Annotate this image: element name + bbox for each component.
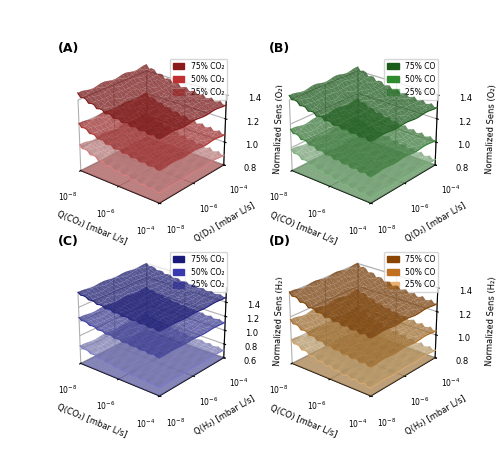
Legend: 75% CO₂, 50% CO₂, 25% CO₂: 75% CO₂, 50% CO₂, 25% CO₂	[170, 59, 227, 100]
X-axis label: Q(CO) [mbar L/s]: Q(CO) [mbar L/s]	[268, 403, 338, 439]
Y-axis label: Q(H₂) [mbar L/s]: Q(H₂) [mbar L/s]	[193, 394, 256, 437]
Text: (B): (B)	[269, 42, 290, 55]
Text: (A): (A)	[58, 42, 79, 55]
Text: (D): (D)	[269, 235, 291, 248]
Legend: 75% CO₂, 50% CO₂, 25% CO₂: 75% CO₂, 50% CO₂, 25% CO₂	[170, 252, 227, 292]
Y-axis label: Q(D₂) [mbar L/s]: Q(D₂) [mbar L/s]	[404, 201, 468, 244]
Legend: 75% CO, 50% CO, 25% CO: 75% CO, 50% CO, 25% CO	[384, 252, 438, 292]
X-axis label: Q(CO₂) [mbar L/s]: Q(CO₂) [mbar L/s]	[56, 210, 128, 247]
Y-axis label: Q(D₂) [mbar L/s]: Q(D₂) [mbar L/s]	[192, 201, 256, 244]
X-axis label: Q(CO) [mbar L/s]: Q(CO) [mbar L/s]	[268, 211, 338, 246]
Text: (C): (C)	[58, 235, 78, 248]
X-axis label: Q(CO₂) [mbar L/s]: Q(CO₂) [mbar L/s]	[56, 403, 128, 440]
Y-axis label: Q(H₂) [mbar L/s]: Q(H₂) [mbar L/s]	[404, 394, 468, 437]
Legend: 75% CO, 50% CO, 25% CO: 75% CO, 50% CO, 25% CO	[384, 59, 438, 100]
